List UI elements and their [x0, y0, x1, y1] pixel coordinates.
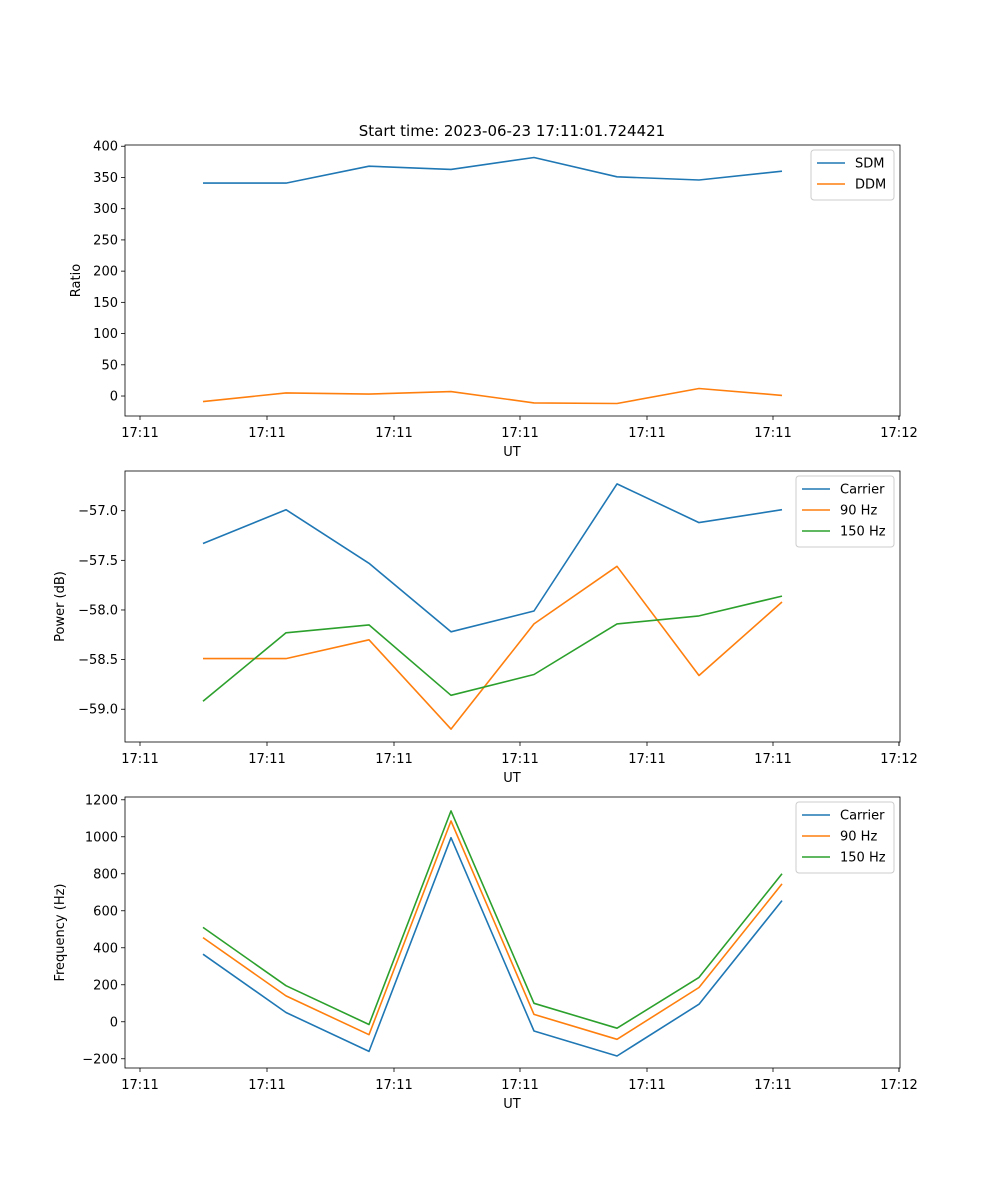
y-tick-label: 1000 — [85, 830, 118, 845]
x-tick-label: 17:11 — [121, 752, 158, 767]
legend-label: DDM — [855, 178, 886, 193]
x-tick-label: 17:11 — [501, 752, 538, 767]
y-tick-label: 400 — [93, 140, 118, 155]
axes-frame — [124, 470, 901, 743]
y-tick-label: 1200 — [85, 793, 118, 808]
y-tick-label: 100 — [93, 327, 118, 342]
x-tick-label: 17:11 — [375, 426, 412, 441]
legend-box — [795, 801, 895, 874]
legend: Carrier 90 Hz 150 Hz — [795, 801, 895, 874]
y-tick-label: 150 — [93, 296, 118, 311]
axes-frame — [124, 144, 901, 417]
x-axis-label: UT — [503, 771, 521, 786]
x-tick-label: 17:11 — [628, 752, 665, 767]
series-line-sdm — [203, 156, 783, 184]
x-tick-label: 17:11 — [501, 1078, 538, 1093]
x-tick-label: 17:11 — [248, 752, 285, 767]
legend-label: 150 Hz — [840, 851, 886, 866]
x-tick-label: 17:11 — [628, 1078, 665, 1093]
y-tick-label: −58.0 — [78, 603, 118, 618]
legend-box — [795, 475, 895, 548]
x-tick-label: 17:11 — [501, 426, 538, 441]
series-line-90-hz — [203, 565, 783, 730]
series-line-carrier — [202, 483, 783, 633]
x-tick-label: 17:11 — [754, 426, 791, 441]
series-line-ddm — [202, 387, 783, 405]
x-tick-label: 17:11 — [121, 1078, 158, 1093]
y-tick-label: −57.0 — [78, 504, 118, 519]
x-tick-label: 17:11 — [754, 1078, 791, 1093]
y-tick-label: −57.5 — [78, 554, 118, 569]
chart-panel-3: −200 0 200 400 600 800 1000 1200 17:11 17:11 17:11… — [53, 793, 918, 1112]
x-tick-label: 17:12 — [880, 1078, 917, 1093]
axes-frame — [124, 796, 901, 1069]
y-tick-label: −59.0 — [78, 703, 118, 718]
y-tick-label: 200 — [93, 265, 118, 280]
y-tick-label: −58.5 — [78, 653, 118, 668]
x-tick-label: 17:11 — [375, 1078, 412, 1093]
series-line-150-hz — [202, 810, 783, 1029]
y-tick-label: 800 — [93, 867, 118, 882]
y-tick-label: 300 — [93, 202, 118, 217]
series-line-150-hz — [202, 595, 783, 702]
legend: Carrier 90 Hz 150 Hz — [795, 475, 895, 548]
x-tick-label: 17:11 — [121, 426, 158, 441]
chart-title: Start time: 2023-06-23 17:11:01.724421 — [359, 122, 665, 140]
x-tick-label: 17:12 — [880, 752, 917, 767]
y-tick-label: 0 — [110, 1015, 118, 1030]
chart-panel-2: −59.0 −58.5 −58.0 −57.5 −57.0 17:11 17:11 17:11… — [53, 470, 918, 786]
y-axis-label: Ratio — [69, 264, 84, 297]
legend-label: 90 Hz — [840, 504, 877, 519]
x-axis-label: UT — [503, 445, 521, 460]
legend-label: SDM — [855, 157, 884, 172]
y-tick-label: 350 — [93, 171, 118, 186]
x-tick-label: 17:11 — [248, 1078, 285, 1093]
y-axis-label: Power (dB) — [53, 571, 68, 642]
legend-label: 150 Hz — [840, 525, 886, 540]
series-line-carrier — [202, 836, 783, 1057]
legend-label: Carrier — [840, 809, 885, 824]
y-tick-label: 400 — [93, 941, 118, 956]
y-tick-label: 600 — [93, 904, 118, 919]
series-line-90-hz — [202, 820, 783, 1041]
y-tick-label: 50 — [101, 358, 118, 373]
y-tick-label: −200 — [82, 1052, 118, 1067]
legend-label: Carrier — [840, 483, 885, 498]
x-axis-label: UT — [503, 1097, 521, 1112]
y-tick-label: 250 — [93, 233, 118, 248]
y-tick-label: 200 — [93, 978, 118, 993]
legend: SDM DDM — [810, 149, 895, 201]
x-tick-label: 17:11 — [754, 752, 791, 767]
legend-label: 90 Hz — [840, 830, 877, 845]
y-axis-label: Frequency (Hz) — [53, 883, 68, 981]
chart-panel-1: 0 50 100 150 200 250 300 350 400 17:11 17:11 17:11 1… — [69, 140, 918, 460]
x-tick-label: 17:12 — [880, 426, 917, 441]
x-tick-label: 17:11 — [248, 426, 285, 441]
x-tick-label: 17:11 — [628, 426, 665, 441]
x-tick-label: 17:11 — [375, 752, 412, 767]
y-tick-label: 0 — [110, 390, 118, 405]
